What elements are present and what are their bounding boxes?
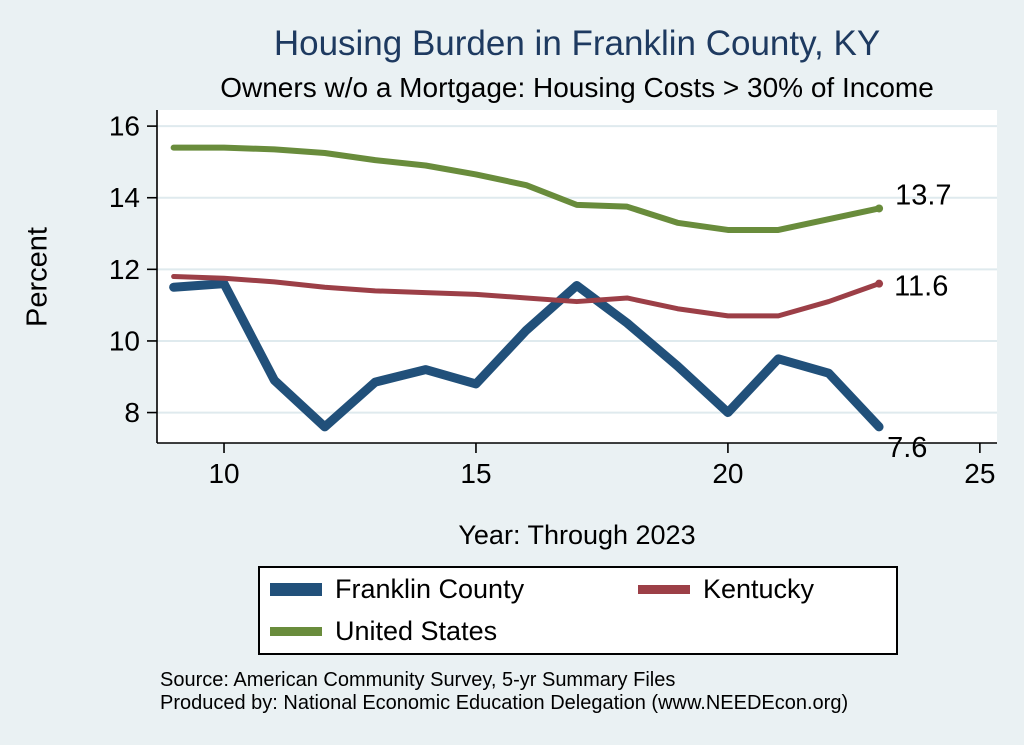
legend-item-united-states: United States xyxy=(270,618,638,645)
plot-area xyxy=(157,110,997,443)
series-line-kentucky xyxy=(171,274,882,319)
x-tick-label: 20 xyxy=(712,458,743,489)
x-axis-title: Year: Through 2023 xyxy=(458,520,696,550)
legend-item-franklin-county: Franklin County xyxy=(270,573,638,604)
legend-label: United States xyxy=(335,616,498,647)
series-end-marker-kentucky xyxy=(875,279,884,288)
legend-swatch xyxy=(270,627,322,637)
y-tick-label: 12 xyxy=(109,254,140,285)
source-note: Source: American Community Survey, 5-yr … xyxy=(160,669,980,715)
legend-box: Franklin County Kentucky United States xyxy=(258,566,898,655)
chart-title: Housing Burden in Franklin County, KY xyxy=(273,24,881,63)
legend-swatch xyxy=(638,584,690,594)
series-line-franklin-county xyxy=(169,279,884,432)
legend-label: Franklin County xyxy=(335,573,525,604)
legend-swatch xyxy=(270,582,322,596)
source-line-2: Produced by: National Economic Education… xyxy=(160,692,849,714)
series-line-united-states xyxy=(170,144,883,233)
y-tick-label: 14 xyxy=(109,182,140,213)
series-end-label-united-states: 13.7 xyxy=(895,179,951,211)
source-line-1: Source: American Community Survey, 5-yr … xyxy=(160,669,676,691)
line-chart: 8 10 12 14 16 10 15 20 25 7.6 11.6 13.7 xyxy=(109,110,997,489)
x-tick-label: 10 xyxy=(208,458,239,489)
y-tick-label: 8 xyxy=(124,397,140,428)
legend-label: Kentucky xyxy=(703,573,815,604)
x-tick-label: 15 xyxy=(460,458,491,489)
series-end-label-kentucky: 11.6 xyxy=(894,271,948,303)
chart-subtitle: Owners w/o a Mortgage: Housing Costs > 3… xyxy=(220,72,934,103)
y-tick-label: 10 xyxy=(109,325,140,356)
series-end-label-franklin-county: 7.6 xyxy=(887,432,927,464)
series-end-marker-franklin-county xyxy=(875,422,884,431)
x-tick-label: 25 xyxy=(964,458,995,489)
series-end-marker-united-states xyxy=(875,204,884,213)
legend-item-kentucky: Kentucky xyxy=(638,573,888,604)
y-tick-label: 16 xyxy=(109,111,140,142)
legend-rows: Franklin County Kentucky United States xyxy=(260,568,896,653)
